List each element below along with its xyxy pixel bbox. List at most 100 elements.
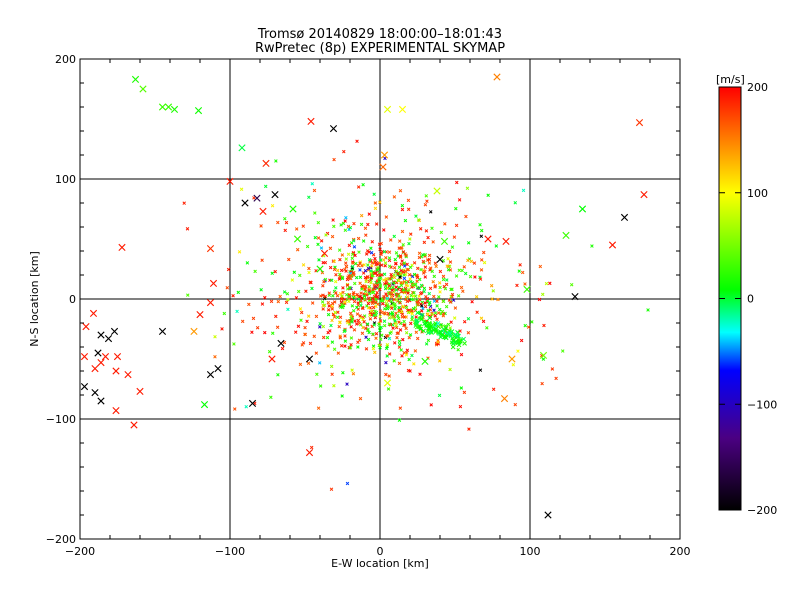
data-point — [348, 285, 352, 290]
data-point — [438, 285, 442, 290]
data-point — [340, 394, 344, 398]
data-point — [358, 268, 362, 272]
data-point — [470, 299, 474, 304]
data-point — [321, 307, 325, 311]
data-point — [377, 242, 382, 246]
data-point — [523, 282, 527, 286]
x-tick-label: −100 — [215, 545, 245, 558]
data-point — [239, 187, 244, 192]
data-point — [344, 264, 349, 269]
data-point — [397, 320, 401, 324]
data-point — [329, 364, 334, 369]
data-point — [392, 195, 397, 199]
data-point — [326, 300, 331, 305]
data-point — [537, 297, 542, 302]
data-point — [373, 206, 378, 211]
data-point — [370, 296, 375, 301]
data-point — [478, 368, 483, 372]
data-point — [283, 228, 287, 233]
data-point — [308, 341, 313, 346]
data-point — [441, 299, 446, 303]
data-point — [340, 294, 344, 298]
data-point — [347, 299, 351, 304]
data-point — [469, 259, 474, 264]
data-point — [372, 192, 376, 196]
data-point — [316, 236, 321, 240]
data-point — [360, 263, 364, 268]
data-point — [337, 248, 342, 252]
data-point — [482, 260, 487, 265]
data-point — [404, 315, 408, 319]
data-point — [231, 293, 235, 298]
data-point — [269, 395, 273, 400]
data-point — [301, 224, 306, 228]
data-point — [340, 303, 345, 307]
data-point — [357, 250, 361, 254]
data-point — [329, 125, 338, 133]
data-point — [484, 235, 492, 243]
data-point — [435, 304, 439, 308]
data-point — [444, 304, 449, 309]
data-point — [404, 280, 409, 285]
data-point — [402, 264, 407, 268]
data-point — [361, 182, 365, 187]
data-point — [515, 283, 519, 288]
data-point — [332, 259, 336, 264]
data-point — [356, 345, 360, 349]
data-point — [259, 288, 263, 292]
data-point — [343, 344, 347, 348]
data-point — [353, 319, 357, 323]
data-point — [414, 315, 418, 319]
data-point — [404, 353, 409, 357]
data-point — [424, 320, 429, 326]
data-point — [422, 240, 427, 245]
data-point — [324, 233, 328, 237]
data-point — [253, 194, 261, 202]
data-point — [461, 289, 465, 293]
data-point — [413, 305, 418, 310]
data-point — [397, 265, 402, 270]
data-point — [97, 331, 105, 339]
data-point — [349, 314, 353, 319]
data-point — [482, 250, 486, 255]
data-point — [310, 286, 314, 291]
data-point — [407, 273, 412, 277]
data-point — [383, 379, 392, 387]
data-point — [446, 257, 450, 261]
data-point — [303, 325, 307, 330]
data-point — [382, 258, 386, 262]
data-point — [367, 291, 372, 296]
data-point — [386, 334, 390, 339]
data-point — [379, 252, 383, 257]
data-point — [410, 317, 414, 322]
data-point — [359, 291, 363, 295]
data-point — [404, 253, 408, 258]
data-point — [383, 105, 392, 113]
data-point — [400, 354, 404, 358]
data-point — [336, 310, 340, 314]
data-point — [427, 253, 432, 258]
data-point — [369, 251, 374, 255]
data-point — [97, 397, 105, 405]
data-point — [276, 299, 281, 304]
data-point — [382, 228, 386, 232]
data-point — [340, 275, 345, 280]
data-point — [294, 227, 299, 231]
data-point — [462, 341, 467, 346]
data-point — [366, 263, 370, 267]
data-point — [350, 264, 355, 269]
data-point — [409, 279, 413, 284]
data-point — [357, 321, 362, 326]
x-tick-label: −200 — [65, 545, 95, 558]
data-point — [398, 272, 403, 276]
data-point — [408, 265, 413, 270]
data-point — [313, 235, 318, 240]
data-point — [387, 322, 392, 326]
data-point — [244, 404, 248, 409]
data-point — [295, 247, 300, 252]
data-point — [190, 327, 198, 335]
data-point — [491, 387, 496, 392]
data-point — [383, 261, 388, 265]
data-point — [305, 449, 314, 457]
